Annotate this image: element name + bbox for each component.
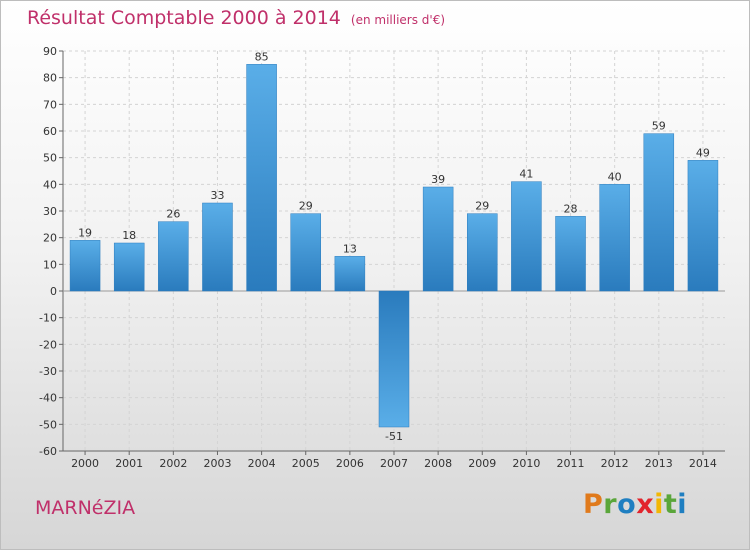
y-tick-label: -30	[39, 365, 57, 378]
y-tick-label: 80	[43, 72, 57, 85]
bar-2000	[69, 240, 101, 292]
bar-2006	[334, 256, 366, 292]
bar-2009	[467, 213, 498, 292]
x-tick-label: 2005	[292, 457, 320, 470]
value-label: 28	[564, 202, 578, 215]
bar-2004	[246, 64, 277, 292]
y-tick-label: 70	[43, 98, 57, 111]
bar-2012	[599, 184, 630, 292]
value-label: 85	[255, 50, 269, 63]
y-tick-label: -60	[39, 445, 57, 458]
chart-title: Résultat Comptable 2000 à 2014 (en millie…	[27, 7, 445, 29]
bar-2007	[378, 290, 410, 428]
x-tick-label: 2014	[689, 457, 717, 470]
brand-letter: i	[677, 489, 688, 520]
x-tick-label: 2009	[468, 457, 496, 470]
value-labels: 19 18 26 33 85 29 13 -51 39 29 41 28 40 59 49	[78, 50, 710, 443]
y-tick-label: -20	[39, 338, 57, 351]
value-label: 41	[519, 168, 533, 181]
bar-2014	[687, 160, 719, 292]
x-tick-label: 2002	[159, 457, 187, 470]
bar-2003	[202, 202, 233, 292]
bars	[69, 64, 719, 428]
x-tick-label: 2008	[424, 457, 452, 470]
commune-name: MARNéZIA	[35, 497, 136, 519]
bar-2008	[422, 186, 454, 292]
x-tick-label: 2006	[336, 457, 364, 470]
bar-2001	[113, 242, 145, 292]
bar-2010	[511, 181, 542, 292]
x-tick-label: 2013	[645, 457, 673, 470]
x-tick-label: 2001	[115, 457, 143, 470]
x-tick-label: 2004	[248, 457, 276, 470]
proxiti-logo: Proxiti	[583, 489, 687, 520]
brand-letter: i	[654, 489, 664, 520]
brand-letter: t	[663, 489, 678, 520]
value-label: 26	[166, 208, 180, 221]
value-label: 49	[696, 146, 710, 159]
x-tick-label: 2010	[512, 457, 540, 470]
x-tick-label: 2012	[601, 457, 629, 470]
value-label: -51	[385, 430, 403, 443]
value-label: 29	[475, 200, 489, 213]
y-tick-label: 30	[43, 205, 57, 218]
bar-2013	[643, 133, 675, 292]
y-tick-label: -50	[39, 418, 57, 431]
x-tick-label: 2000	[71, 457, 99, 470]
bar-2002	[158, 221, 189, 292]
brand-letter: P	[583, 489, 604, 520]
x-tick-label: 2011	[557, 457, 585, 470]
x-tick-label: 2007	[380, 457, 408, 470]
value-label: 19	[78, 226, 92, 239]
x-tick-label: 2003	[203, 457, 231, 470]
value-label: 29	[299, 200, 313, 213]
y-tick-label: 10	[43, 258, 57, 271]
bar-2005	[290, 213, 321, 292]
y-tick-label: 0	[50, 285, 57, 298]
y-tick-label: 90	[43, 45, 57, 58]
value-label: 39	[431, 173, 445, 186]
value-label: 18	[122, 229, 136, 242]
bar-2011	[555, 216, 586, 292]
brand-letter: r	[603, 489, 618, 520]
y-tick-label: 20	[43, 232, 57, 245]
value-label: 33	[210, 189, 224, 202]
brand-letter: o	[617, 489, 637, 520]
value-label: 13	[343, 242, 357, 255]
y-tick-label: -10	[39, 312, 57, 325]
chart-title-units: (en milliers d'€)	[350, 13, 446, 27]
value-label: 40	[608, 170, 622, 183]
y-tick-label: 50	[43, 152, 57, 165]
y-tick-label: 40	[43, 178, 57, 191]
brand-letter: x	[636, 489, 655, 520]
value-label: 59	[652, 120, 666, 133]
y-tick-label: 60	[43, 125, 57, 138]
y-tick-label: -40	[39, 392, 57, 405]
chart-title-main: Résultat Comptable 2000 à 2014	[27, 7, 341, 29]
